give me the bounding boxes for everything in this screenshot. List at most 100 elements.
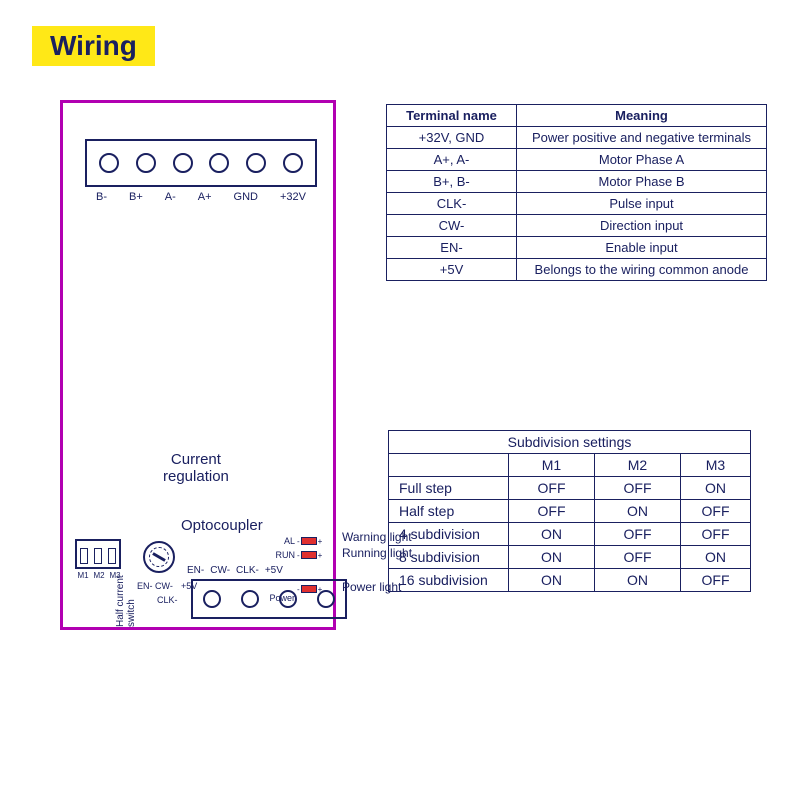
table-row: 16 subdivisionONONOFF [389, 569, 751, 592]
td: CW- [387, 215, 517, 237]
terminal-table: Terminal name Meaning +32V, GNDPower pos… [386, 104, 767, 281]
half-current-label: Half current switch [115, 555, 137, 627]
table-row: +5VBelongs to the wiring common anode [387, 259, 767, 281]
td: Power positive and negative terminals [517, 127, 767, 149]
td: 4 subdivision [389, 523, 509, 546]
top-terminal-holes [87, 141, 315, 185]
table-row: CLK-Pulse input [387, 193, 767, 215]
led-icon [301, 551, 317, 559]
dip-slot [94, 548, 102, 564]
table-row: 8 subdivisionONOFFON [389, 546, 751, 569]
td: 8 subdivision [389, 546, 509, 569]
led-al-label: AL [284, 536, 295, 546]
td: OFF [509, 500, 595, 523]
td: ON [595, 569, 681, 592]
clk-sub-label: CLK- [157, 595, 178, 605]
dip-slot [80, 548, 88, 564]
table-row: B+, B-Motor Phase B [387, 171, 767, 193]
td: OFF [595, 546, 681, 569]
terminal-hole [246, 153, 266, 173]
potentiometer-icon [143, 541, 175, 573]
table-row: A+, A-Motor Phase A [387, 149, 767, 171]
pot-slot [152, 552, 166, 562]
td: OFF [595, 523, 681, 546]
led-run-label: RUN [276, 550, 296, 560]
table-row: Full stepOFFOFFON [389, 477, 751, 500]
table-header-row: M1 M2 M3 [389, 454, 751, 477]
td: CLK- [387, 193, 517, 215]
th-meaning: Meaning [517, 105, 767, 127]
table-row: EN-Enable input [387, 237, 767, 259]
led-icon [301, 585, 317, 593]
td: EN- [387, 237, 517, 259]
td: Enable input [517, 237, 767, 259]
td: +32V, GND [387, 127, 517, 149]
th-m2: M2 [595, 454, 681, 477]
th-blank [389, 454, 509, 477]
en-cw-label: EN- CW- [137, 581, 173, 591]
td: OFF [681, 500, 751, 523]
terminal-label: CLK- [236, 565, 259, 576]
terminal-hole [99, 153, 119, 173]
top-terminal-block [85, 139, 317, 187]
td: OFF [509, 477, 595, 500]
td: Pulse input [517, 193, 767, 215]
td: Full step [389, 477, 509, 500]
terminal-hole [173, 153, 193, 173]
table-row: Half stepOFFONOFF [389, 500, 751, 523]
led-run: RUN - + [297, 549, 325, 561]
terminal-label: B- [96, 191, 107, 203]
th-m3: M3 [681, 454, 751, 477]
terminal-label: GND [234, 191, 258, 203]
terminal-hole [209, 153, 229, 173]
optocoupler-label: Optocoupler [181, 517, 263, 534]
td: Motor Phase B [517, 171, 767, 193]
terminal-hole [283, 153, 303, 173]
td: Motor Phase A [517, 149, 767, 171]
dip-label: M2 [93, 571, 104, 580]
terminal-label: EN- [187, 565, 204, 576]
bottom-terminal-labels: EN- CW- CLK- +5V [187, 565, 347, 576]
terminal-label: +5V [265, 565, 283, 576]
td: OFF [595, 477, 681, 500]
td: A+, A- [387, 149, 517, 171]
td: ON [509, 523, 595, 546]
table-row: CW-Direction input [387, 215, 767, 237]
top-terminal-labels: B- B+ A- A+ GND +32V [85, 191, 317, 203]
td: ON [509, 569, 595, 592]
driver-board: B- B+ A- A+ GND +32V Current regulation … [60, 100, 336, 630]
terminal-label: +32V [280, 191, 306, 203]
subdivision-table: Subdivision settings M1 M2 M3 Full stepO… [388, 430, 751, 592]
td: OFF [681, 523, 751, 546]
table-header-row: Terminal name Meaning [387, 105, 767, 127]
led-al: AL - + [297, 535, 325, 547]
title-box: Wiring [32, 26, 155, 66]
led-power-label: Power [269, 593, 295, 603]
td: ON [681, 477, 751, 500]
terminal-hole [241, 590, 259, 608]
terminal-label: A- [165, 191, 176, 203]
td: B+, B- [387, 171, 517, 193]
td: Belongs to the wiring common anode [517, 259, 767, 281]
led-power: Power - + [297, 583, 325, 595]
td: +5V [387, 259, 517, 281]
current-regulation-label: Current regulation [163, 451, 229, 485]
table-row: 4 subdivisionONOFFOFF [389, 523, 751, 546]
td: Direction input [517, 215, 767, 237]
led-icon [301, 537, 317, 545]
th-m1: M1 [509, 454, 595, 477]
terminal-label: B+ [129, 191, 143, 203]
th-terminal-name: Terminal name [387, 105, 517, 127]
dip-label: M1 [77, 571, 88, 580]
td: 16 subdivision [389, 569, 509, 592]
terminal-label: CW- [210, 565, 230, 576]
terminal-hole [136, 153, 156, 173]
td: ON [509, 546, 595, 569]
table-title-row: Subdivision settings [389, 431, 751, 454]
subdiv-title: Subdivision settings [389, 431, 751, 454]
td: Half step [389, 500, 509, 523]
td: ON [595, 500, 681, 523]
td: OFF [681, 569, 751, 592]
td: ON [681, 546, 751, 569]
terminal-label: A+ [198, 191, 212, 203]
